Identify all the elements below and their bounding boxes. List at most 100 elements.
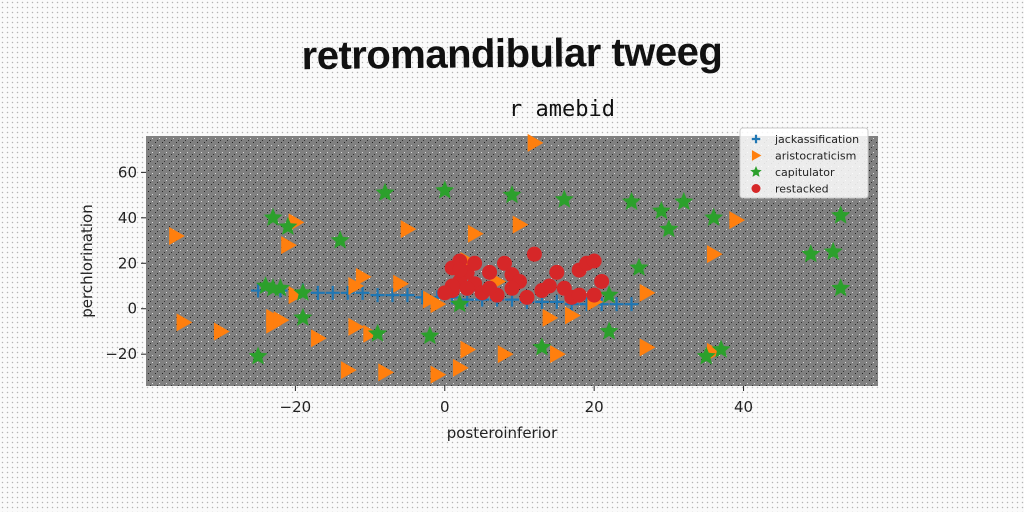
data-point xyxy=(706,245,723,264)
data-point xyxy=(452,262,468,278)
chart-marks xyxy=(169,133,851,384)
data-point xyxy=(497,255,513,271)
data-point xyxy=(311,329,327,348)
data-point xyxy=(549,264,565,280)
data-point xyxy=(504,280,520,296)
y-tick-label: −20 xyxy=(105,345,137,363)
data-point xyxy=(599,285,619,304)
data-point xyxy=(532,337,552,356)
data-point xyxy=(624,297,639,312)
data-point xyxy=(831,205,851,224)
data-point xyxy=(696,346,716,365)
data-point xyxy=(549,294,564,309)
y-tick-label: 60 xyxy=(118,163,137,181)
data-point xyxy=(526,246,542,262)
legend-marker xyxy=(751,134,761,144)
data-point xyxy=(502,185,522,204)
data-point xyxy=(248,346,268,365)
y-tick-label: 0 xyxy=(127,300,137,318)
data-point xyxy=(368,323,388,342)
data-point xyxy=(527,133,544,152)
data-point xyxy=(375,182,395,201)
data-point xyxy=(310,285,325,300)
series-restacked xyxy=(437,246,610,305)
data-point xyxy=(651,201,671,220)
data-point xyxy=(340,361,357,380)
data-point xyxy=(565,306,581,325)
y-tick-label: 20 xyxy=(118,254,137,272)
data-point xyxy=(273,311,290,330)
data-point xyxy=(639,338,656,357)
data-point xyxy=(586,287,602,303)
x-tick-label: 40 xyxy=(734,398,753,416)
data-point xyxy=(385,288,400,303)
data-point xyxy=(293,307,313,326)
data-point xyxy=(674,191,694,210)
data-point xyxy=(704,207,724,226)
data-point xyxy=(370,288,385,303)
data-point xyxy=(460,340,477,359)
data-point xyxy=(459,280,475,296)
legend-marker xyxy=(750,166,762,177)
data-point xyxy=(213,322,230,341)
data-point xyxy=(823,241,843,260)
legend-marker xyxy=(751,184,761,193)
data-point xyxy=(348,277,365,295)
data-point xyxy=(554,189,574,208)
y-tick-label: 40 xyxy=(118,209,137,227)
data-point xyxy=(263,278,283,297)
data-point xyxy=(281,236,297,255)
data-point xyxy=(393,274,409,293)
data-point xyxy=(594,273,610,289)
x-tick-label: 20 xyxy=(585,398,604,416)
legend-frame xyxy=(739,127,869,199)
data-point xyxy=(270,278,290,297)
chart-title: r amebid xyxy=(509,97,615,122)
data-point xyxy=(348,317,365,336)
data-point xyxy=(711,339,731,358)
data-point xyxy=(542,308,559,327)
axis-ticks: −20 0 20 40 −20 0 20 40 60 xyxy=(105,163,753,416)
data-point xyxy=(430,295,447,314)
legend-label: jackassification xyxy=(774,133,859,146)
data-point xyxy=(831,278,851,297)
data-point xyxy=(519,289,535,305)
data-point xyxy=(467,255,483,271)
data-point xyxy=(729,211,746,230)
data-point xyxy=(278,216,298,235)
series-aristocraticism xyxy=(169,133,746,384)
data-point xyxy=(378,363,395,382)
data-point xyxy=(437,285,453,301)
data-point xyxy=(609,297,624,312)
data-point xyxy=(629,257,649,276)
chart-legend: jackassification aristocraticism capitulat… xyxy=(739,127,869,199)
data-point xyxy=(263,207,283,226)
legend-marker xyxy=(751,150,762,161)
data-point xyxy=(482,280,498,296)
x-tick-label: 0 xyxy=(440,398,450,416)
data-point xyxy=(420,326,440,345)
data-point xyxy=(639,283,656,302)
data-point xyxy=(450,294,470,313)
data-point xyxy=(497,345,514,364)
data-point xyxy=(659,219,679,238)
data-point xyxy=(482,264,498,280)
data-point xyxy=(571,287,587,303)
data-point xyxy=(293,282,313,301)
y-axis-label: perchlorination xyxy=(78,204,96,317)
data-point xyxy=(622,191,641,210)
data-point xyxy=(512,215,529,234)
data-point xyxy=(452,358,469,377)
data-point xyxy=(801,244,821,263)
data-point xyxy=(288,286,305,305)
data-point xyxy=(355,285,370,300)
data-point xyxy=(400,220,417,239)
data-point xyxy=(467,224,484,243)
data-point xyxy=(541,278,557,294)
data-point xyxy=(169,227,185,245)
data-point xyxy=(550,345,566,364)
data-point xyxy=(340,285,355,300)
data-point xyxy=(599,321,619,340)
data-point xyxy=(430,365,447,384)
